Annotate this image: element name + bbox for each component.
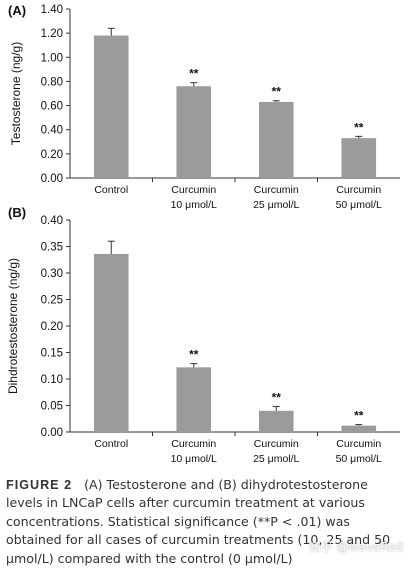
significance-marker: ** xyxy=(272,85,282,99)
x-category-label: Curcumin xyxy=(336,438,381,450)
chart-panel-a: (A) Testosterone (ng/g) 0.00 0.20 0.40 0.60 0.… xyxy=(0,0,411,212)
panel-label: (A) xyxy=(8,3,26,18)
y-tick-label: 0.15 xyxy=(41,348,63,360)
y-axis-title: Testosterone (ng/g) xyxy=(9,42,23,145)
y-tick-label: 0.30 xyxy=(41,268,63,280)
bar xyxy=(93,35,129,178)
significance-marker: ** xyxy=(272,391,282,405)
x-category-label: 25 μmol/L xyxy=(253,453,299,465)
x-category-label: Curcumin xyxy=(254,184,299,196)
y-tick-label: 0.00 xyxy=(41,427,63,439)
bar xyxy=(176,86,212,178)
x-category-label: Control xyxy=(94,184,128,196)
x-category-label: Curcumin xyxy=(171,438,216,450)
x-category-label: Curcumin xyxy=(254,438,299,450)
y-tick-label: 1.20 xyxy=(41,28,63,40)
x-category-label: 10 μmol/L xyxy=(171,453,217,465)
y-tick-label: 1.00 xyxy=(41,52,63,64)
y-tick-label: 0.10 xyxy=(41,374,63,386)
y-tick-label: 0.35 xyxy=(41,242,63,254)
y-tick-label: 0.00 xyxy=(41,173,63,185)
testosterone-bar-chart: (A) Testosterone (ng/g) 0.00 0.20 0.40 0.60 0.… xyxy=(8,3,400,211)
y-tick-label: 0.05 xyxy=(41,401,63,413)
bar xyxy=(258,410,294,432)
bar xyxy=(93,253,129,432)
bar xyxy=(258,101,294,178)
y-tick-label: 0.20 xyxy=(41,149,63,161)
significance-marker: ** xyxy=(189,67,199,81)
dihydrotestosterone-bar-chart: (B) Dihdrotestosterone (ng/g) 0.00 0.05 0.10… xyxy=(6,205,400,465)
y-tick-label: 0.40 xyxy=(41,125,63,137)
bar xyxy=(341,425,377,432)
y-tick-label: 0.60 xyxy=(41,101,63,113)
x-category-label: 25 μmol/L xyxy=(253,199,299,211)
y-tick-label: 1.40 xyxy=(41,4,63,16)
panel-label: (B) xyxy=(8,205,26,220)
y-axis-title: Dihdrotestosterone (ng/g) xyxy=(6,258,20,394)
figure-caption-text: (A) Testosterone and (B) dihydrotestoste… xyxy=(6,477,391,566)
y-tick-label: 0.80 xyxy=(41,76,63,88)
significance-marker: ** xyxy=(354,409,364,423)
x-category-label: 50 μmol/L xyxy=(336,453,382,465)
figure-label: FIGURE 2 xyxy=(6,478,73,492)
y-tick-label: 0.40 xyxy=(41,215,63,227)
significance-marker: ** xyxy=(354,120,364,134)
chart-panel-b: (B) Dihdrotestosterone (ng/g) 0.00 0.05 0.10… xyxy=(0,204,411,466)
y-tick-label: 0.20 xyxy=(41,321,63,333)
x-category-label: 10 μmol/L xyxy=(171,199,217,211)
bar xyxy=(341,138,377,178)
x-category-label: 50 μmol/L xyxy=(336,199,382,211)
x-category-label: Curcumin xyxy=(171,184,216,196)
figure-caption: FIGURE 2 (A) Testosterone and (B) dihydr… xyxy=(6,476,408,568)
significance-marker: ** xyxy=(189,348,199,362)
watermark-text: 知乎 @waveRod xyxy=(308,540,403,554)
y-tick-label: 0.25 xyxy=(41,295,63,307)
x-category-label: Curcumin xyxy=(336,184,381,196)
bar xyxy=(176,367,212,432)
x-category-label: Control xyxy=(94,438,128,450)
